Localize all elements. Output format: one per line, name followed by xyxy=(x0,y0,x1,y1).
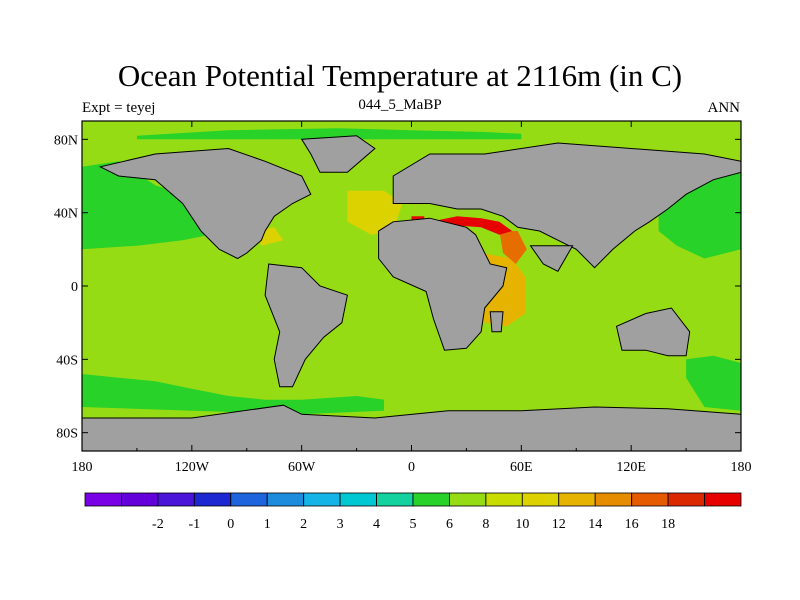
colorbar-label: 16 xyxy=(625,517,639,532)
x-tick-label: 120E xyxy=(616,460,646,475)
west-pacific-water xyxy=(658,172,741,259)
greenland xyxy=(300,135,376,173)
australia xyxy=(615,307,691,357)
india xyxy=(529,245,574,272)
colorbar-swatch xyxy=(84,492,122,507)
south-america xyxy=(264,263,348,388)
tethys-hottest xyxy=(439,216,513,235)
eurasia xyxy=(392,142,741,269)
x-tick-label: 0 xyxy=(408,460,415,475)
colorbar-label: 14 xyxy=(588,517,602,532)
southern-ocean-water-pacific xyxy=(82,374,384,415)
colorbar-swatch xyxy=(704,492,742,507)
y-tick-label: 40N xyxy=(54,207,78,222)
colorbar-label: 1 xyxy=(264,517,271,532)
map-plot-area xyxy=(82,121,741,451)
season-label: ANN xyxy=(707,100,741,116)
north-pacific-water xyxy=(82,161,211,250)
experiment-label: Expt = teyej xyxy=(82,100,156,116)
arabian-hot xyxy=(499,231,527,264)
colorbar-swatch xyxy=(594,492,633,507)
colorbar-label: 12 xyxy=(552,517,566,532)
colorbar-label: 5 xyxy=(410,517,417,532)
colorbar-swatch xyxy=(485,492,523,507)
x-tick-label: 120W xyxy=(175,460,210,475)
y-tick-label: 80N xyxy=(54,133,78,148)
colorbar-swatch xyxy=(412,492,450,507)
colorbar-swatch xyxy=(667,492,705,507)
colorbar-swatch xyxy=(157,492,195,507)
colorbar-swatch xyxy=(339,492,377,507)
colorbar-label: 6 xyxy=(446,517,453,532)
y-tick-label: 80S xyxy=(56,427,78,442)
colorbar-label: 8 xyxy=(482,517,489,532)
period-label: 044_5_MaBP xyxy=(358,97,442,113)
africa xyxy=(378,217,508,351)
madagascar xyxy=(489,311,504,333)
colorbar-swatch xyxy=(521,492,560,507)
x-tick-label: 60W xyxy=(288,460,316,475)
x-tick-label: 180 xyxy=(72,460,93,475)
southern-ocean-water-east xyxy=(686,355,741,411)
colorbar-label: 2 xyxy=(300,517,307,532)
colorbar-label: 3 xyxy=(337,517,344,532)
page-title: Ocean Potential Temperature at 2116m (in… xyxy=(117,58,683,93)
colorbar-swatch xyxy=(303,492,341,507)
x-tick-label: 60E xyxy=(510,460,533,475)
north-america xyxy=(98,147,312,260)
y-tick-label: 40S xyxy=(56,353,78,368)
y-tick-label: 0 xyxy=(71,280,78,295)
north-atlantic-warm xyxy=(347,190,403,235)
colorbar-label: -2 xyxy=(152,517,164,532)
colorbar-swatch xyxy=(121,492,159,507)
x-tick-label: 180 xyxy=(731,460,752,475)
colorbar-label: 4 xyxy=(373,517,380,532)
colorbar-label: 10 xyxy=(515,517,529,532)
colorbar-label: 18 xyxy=(661,517,675,532)
antarctica xyxy=(82,404,741,451)
colorbar-swatch xyxy=(631,492,669,507)
colorbar-swatch xyxy=(230,492,268,507)
colorbar-swatch xyxy=(193,492,232,507)
colorbar-swatch xyxy=(448,492,487,507)
colorbar-swatch xyxy=(266,492,305,507)
colorbar-label: 0 xyxy=(227,517,234,532)
colorbar-swatch xyxy=(376,492,414,507)
colorbar-label: -1 xyxy=(188,517,200,532)
colorbar-swatch xyxy=(558,492,596,507)
arctic-water xyxy=(136,128,522,140)
